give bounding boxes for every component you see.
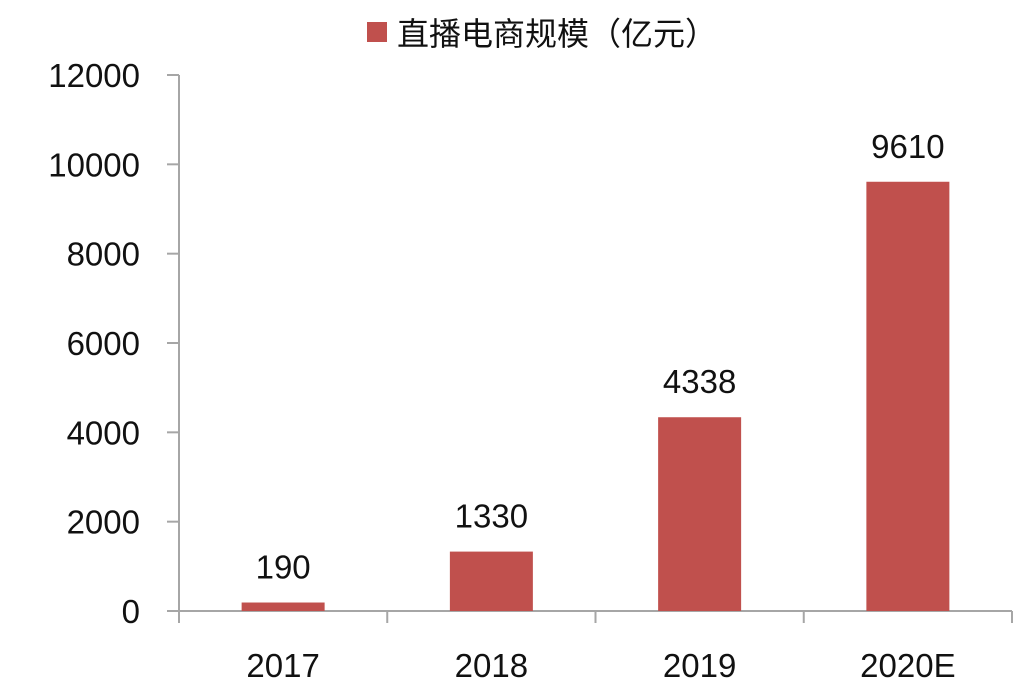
y-tick-label: 2000 (67, 504, 140, 541)
x-tick-label: 2017 (246, 647, 319, 684)
y-tick-label: 10000 (48, 146, 140, 183)
chart-legend: 直播电商规模（亿元） (367, 12, 718, 53)
bar (241, 602, 325, 611)
data-label: 190 (256, 549, 311, 586)
axes: 0 2000 4000 6000 8000 10000 12000 (48, 57, 1013, 630)
y-tick-label: 6000 (67, 325, 140, 362)
y-tick-label: 4000 (67, 414, 140, 451)
x-tick-label: 2020E (860, 647, 955, 684)
legend-swatch (367, 22, 387, 42)
bar (866, 181, 950, 611)
data-label: 1330 (455, 498, 528, 535)
bars (241, 181, 950, 611)
bar (658, 417, 742, 611)
labels: 190 2017 1330 2018 4338 2019 9610 2020E (246, 128, 955, 684)
data-label: 9610 (871, 128, 944, 165)
y-tick-label: 0 (122, 593, 140, 630)
x-tick-label: 2019 (663, 647, 736, 684)
legend-label: 直播电商规模（亿元） (397, 15, 718, 53)
bar (449, 551, 533, 611)
x-tick-label: 2018 (455, 647, 528, 684)
y-tick-label: 12000 (48, 57, 140, 94)
y-tick-label: 8000 (67, 236, 140, 273)
data-label: 4338 (663, 363, 736, 400)
